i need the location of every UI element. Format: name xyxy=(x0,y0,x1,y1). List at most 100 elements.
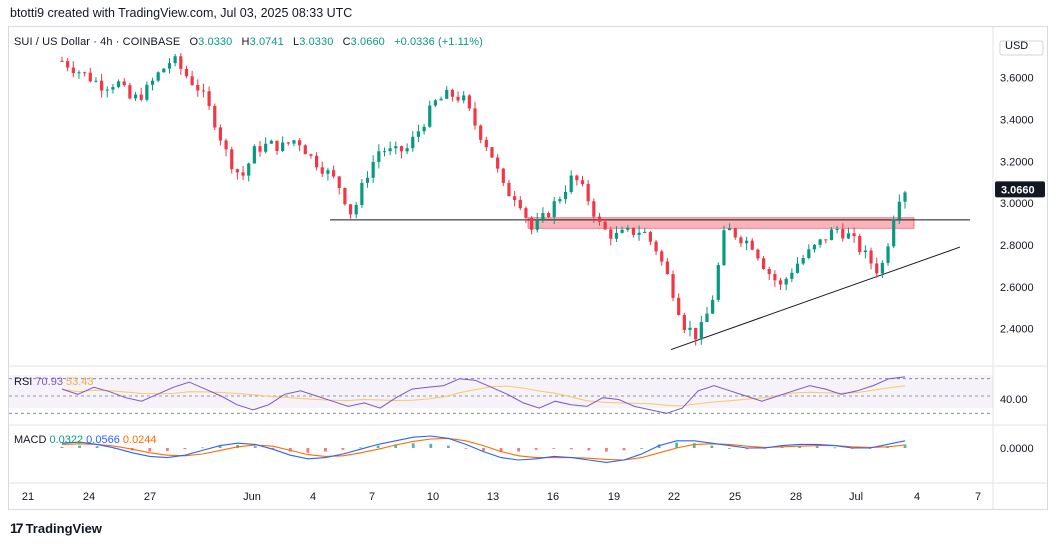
rsi-line xyxy=(61,376,906,414)
rsi-ma-value: 53.43 xyxy=(66,376,94,388)
macd-histogram-bar xyxy=(165,448,169,451)
candle-body xyxy=(303,145,307,155)
candle-body xyxy=(637,232,641,235)
rsi-value: 70.93 xyxy=(35,376,63,388)
candle-body xyxy=(801,258,805,264)
candle-body xyxy=(258,146,262,152)
macd-histogram-bar xyxy=(605,448,608,452)
candle-body xyxy=(252,146,256,164)
candle-body xyxy=(552,201,556,217)
candle-body xyxy=(716,265,720,300)
candle-body xyxy=(122,81,126,86)
candle-body xyxy=(744,240,749,244)
candle-body xyxy=(903,192,907,202)
candle-body xyxy=(479,125,483,140)
candle-body xyxy=(190,76,194,85)
candle-body xyxy=(162,68,166,73)
candle-body xyxy=(365,177,370,183)
macd-histogram-bar xyxy=(376,445,380,448)
macd-legend[interactable]: MACD 0.0322 0.0566 0.0244 xyxy=(14,434,157,446)
rsi-legend[interactable]: RSI 70.93 53.43 xyxy=(14,376,94,388)
candle-body xyxy=(269,140,273,144)
candle-body xyxy=(739,237,743,244)
macd-histogram-bar xyxy=(271,448,275,450)
macd-histogram-bar xyxy=(464,448,468,449)
candle-body xyxy=(807,249,811,259)
chart-attribution: btotti9 created with TradingView.com, Ju… xyxy=(10,6,353,20)
macd-histogram-bar xyxy=(745,448,749,450)
price-axis-tick: 3.4000 xyxy=(1000,114,1034,126)
time-axis-tick: 19 xyxy=(608,491,620,503)
macd-histogram-bar xyxy=(324,448,327,452)
candle-body xyxy=(150,80,155,85)
candle-body xyxy=(230,149,234,170)
ohlc-low: L3.0330 xyxy=(292,36,334,48)
candle-body xyxy=(880,262,884,274)
symbol-legend[interactable]: SUI / US Dollar · 4h · COINBASE O3.0330 … xyxy=(14,36,489,48)
macd-histogram-bar xyxy=(482,448,485,451)
tradingview-logo-text: TradingView xyxy=(25,520,102,536)
rsi-pane xyxy=(9,375,993,414)
time-axis-tick: 24 xyxy=(83,491,95,503)
candle-body xyxy=(756,249,760,259)
candle-body xyxy=(496,157,500,169)
tradingview-logo-icon: 17 xyxy=(10,520,24,536)
candle-body xyxy=(439,98,443,101)
candle-body xyxy=(790,272,794,279)
macd-histogram-bar xyxy=(903,444,907,448)
tradingview-logo[interactable]: 17 TradingView xyxy=(10,520,102,536)
macd-histogram-bar xyxy=(218,445,222,448)
macd-histogram-bar xyxy=(429,443,433,448)
candle-body xyxy=(394,146,398,149)
time-axis-tick: 13 xyxy=(487,491,499,503)
chart-frame xyxy=(8,26,1048,510)
candle-body xyxy=(433,100,438,106)
candle-body xyxy=(167,63,172,69)
candle-body xyxy=(733,228,737,238)
candle-body xyxy=(337,176,341,188)
candle-body xyxy=(841,229,845,239)
candle-body xyxy=(360,182,364,205)
candle-body xyxy=(111,87,115,90)
candle-body xyxy=(445,89,449,99)
candle-body xyxy=(462,95,466,101)
ohlc-change: +0.0336 (+1.11%) xyxy=(394,36,483,48)
macd-histogram-bar xyxy=(288,448,292,452)
candle-body xyxy=(484,139,488,148)
macd-histogram-bar xyxy=(727,448,731,449)
macd-histogram-bar xyxy=(499,448,503,453)
candle-body xyxy=(671,274,675,298)
macd-title: MACD xyxy=(14,434,47,446)
macd-histogram-bar xyxy=(692,443,696,448)
candle-body xyxy=(314,155,319,168)
time-axis-tick: 16 xyxy=(547,491,559,503)
candle-body xyxy=(886,246,890,263)
candle-body xyxy=(812,244,817,250)
candle-body xyxy=(309,154,313,156)
price-axis-tick: 3.0000 xyxy=(1000,198,1034,210)
candle-body xyxy=(575,175,579,181)
candle-body xyxy=(818,239,822,245)
candle-body xyxy=(66,61,70,68)
candle-body xyxy=(348,204,353,215)
candle-body xyxy=(795,263,800,273)
macd-histogram-bar xyxy=(411,443,415,448)
candle-body xyxy=(88,72,92,82)
candle-body xyxy=(784,278,788,285)
candle-body xyxy=(767,269,771,275)
macd-histogram-bar xyxy=(640,448,643,449)
candle-body xyxy=(711,299,715,314)
candle-body xyxy=(467,95,471,109)
macd-histogram-bar xyxy=(359,447,362,449)
candle-body xyxy=(569,175,573,193)
candle-body xyxy=(728,228,732,231)
candle-body xyxy=(631,227,636,235)
candle-body xyxy=(513,196,517,200)
macd-pane xyxy=(60,435,907,463)
symbol-name[interactable]: SUI / US Dollar · 4h · COINBASE xyxy=(14,36,181,48)
candle-body xyxy=(281,142,285,151)
resistance-zone xyxy=(527,217,915,229)
candle-body xyxy=(620,229,624,233)
candle-body xyxy=(286,142,290,144)
